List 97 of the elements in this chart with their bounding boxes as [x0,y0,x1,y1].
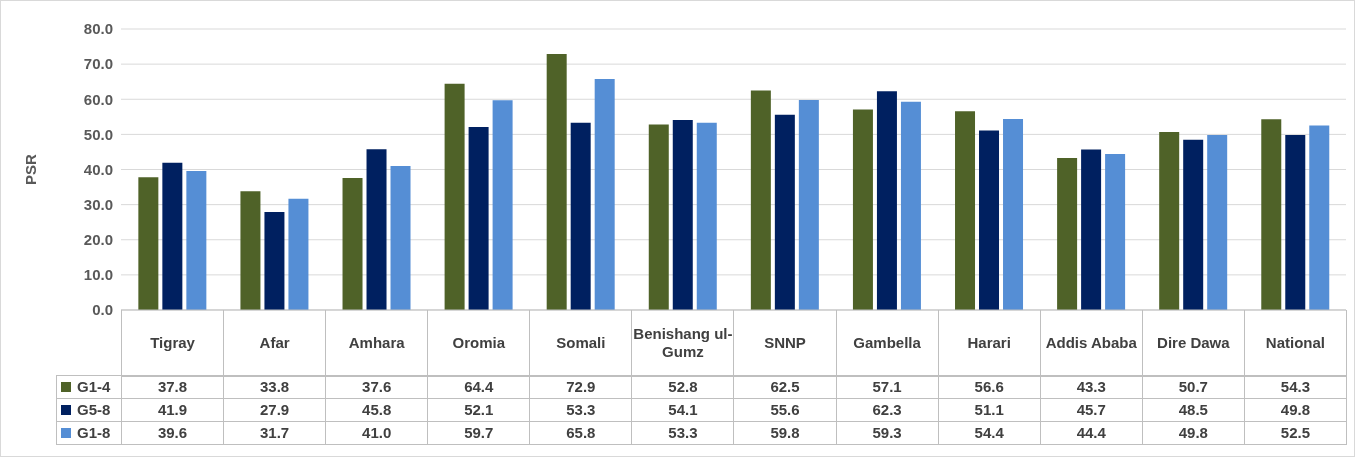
bar [570,122,591,310]
data-label: 72.9 [529,375,632,399]
y-tick-label: 60.0 [83,90,113,108]
y-axis-title: PSR [22,153,40,185]
x-tick-label: National [1244,310,1347,376]
x-tick-label: Afar [223,310,326,376]
data-label: 33.8 [223,375,326,399]
bar [852,109,873,310]
y-tick-label: 80.0 [83,20,113,38]
x-tick-label: Gambella [836,310,939,376]
data-label: 65.8 [529,421,632,445]
bar [366,149,387,310]
data-label: 27.9 [223,398,326,422]
bar [955,111,976,310]
data-label: 59.7 [427,421,530,445]
legend-label: G1-8 [56,421,122,445]
bar [1207,135,1228,310]
bar [900,101,921,310]
bar [1057,157,1078,310]
data-label: 49.8 [1244,398,1347,422]
bar [288,198,309,310]
data-label: 48.5 [1142,398,1245,422]
y-tick-label: 50.0 [83,125,113,143]
data-label: 52.5 [1244,421,1347,445]
data-label: 41.9 [121,398,224,422]
x-tick-label: Addis Ababa [1040,310,1143,376]
data-label: 55.6 [733,398,837,422]
bar [1159,131,1180,310]
data-label: 51.1 [938,398,1041,422]
bar [138,177,159,310]
bar [876,91,897,310]
data-label: 39.6 [121,421,224,445]
data-label: 50.7 [1142,375,1245,399]
bar [1309,125,1330,310]
bar [444,83,465,310]
bar [1285,135,1306,310]
data-label: 45.8 [325,398,428,422]
x-tick-label: Amhara [325,310,428,376]
x-tick-label: Oromia [427,310,530,376]
bar [1183,139,1204,310]
bar [750,90,771,310]
bar [162,162,183,310]
x-tick-label: Benishang ul-Gumz [631,310,734,376]
data-label: 41.0 [325,421,428,445]
bar [186,170,207,310]
y-tick-label: 20.0 [83,231,113,249]
x-tick-label: Somali [529,310,632,376]
bar [774,114,795,310]
y-tick-label: 70.0 [83,55,113,73]
data-label: 56.6 [938,375,1041,399]
legend-label: G1-4 [56,375,122,399]
bar [979,130,1000,310]
x-tick-label: SNNP [733,310,837,376]
data-label: 54.3 [1244,375,1347,399]
bar [594,78,615,310]
y-tick-label: 0.0 [92,301,113,319]
bar [546,53,567,310]
data-label: 53.3 [631,421,734,445]
bar [240,191,261,310]
data-label: 59.8 [733,421,837,445]
data-label: 37.8 [121,375,224,399]
data-label: 54.4 [938,421,1041,445]
bar [1003,118,1024,310]
bar [798,99,819,310]
bar [696,122,717,310]
data-label: 59.3 [836,421,939,445]
data-label: 49.8 [1142,421,1245,445]
data-label: 44.4 [1040,421,1143,445]
bar [1081,149,1102,310]
y-tick-label: 40.0 [83,160,113,178]
bar [264,212,285,310]
bar [468,127,489,310]
data-label: 45.7 [1040,398,1143,422]
bar [1105,154,1126,310]
x-tick-label: Dire Dawa [1142,310,1245,376]
x-tick-label: Harari [938,310,1041,376]
data-label: 43.3 [1040,375,1143,399]
x-tick-label: Tigray [121,310,224,376]
data-label: 64.4 [427,375,530,399]
data-label: 52.8 [631,375,734,399]
bar [648,124,669,310]
data-label: 37.6 [325,375,428,399]
data-label: 54.1 [631,398,734,422]
data-label: 62.3 [836,398,939,422]
data-label: 52.1 [427,398,530,422]
bar [342,177,363,310]
y-tick-label: 10.0 [83,266,113,284]
bar [492,100,513,310]
bar [672,119,693,310]
data-label: 62.5 [733,375,837,399]
data-label: 53.3 [529,398,632,422]
legend-label: G5-8 [56,398,122,422]
data-label: 57.1 [836,375,939,399]
data-label: 31.7 [223,421,326,445]
y-tick-label: 30.0 [83,195,113,213]
bar [1261,119,1282,310]
bar [390,165,411,310]
